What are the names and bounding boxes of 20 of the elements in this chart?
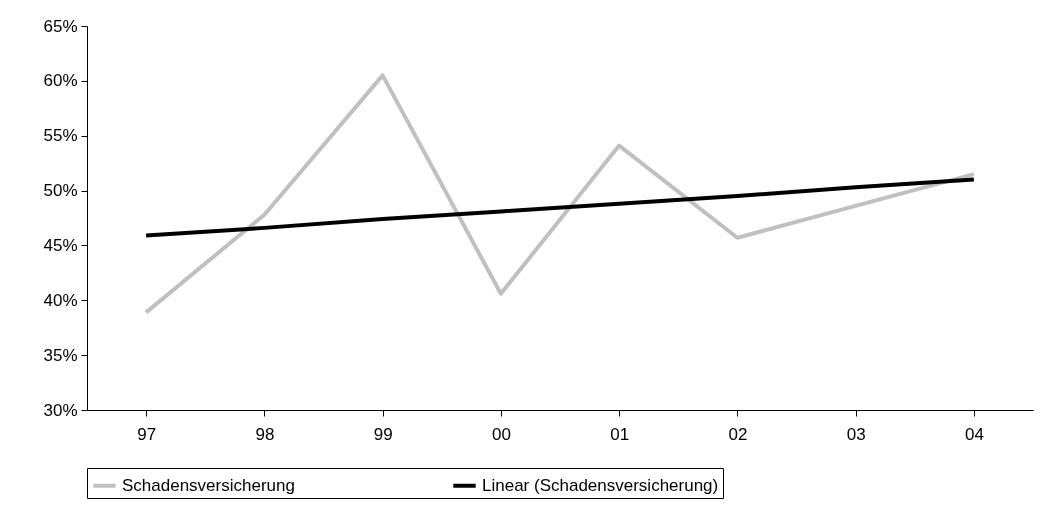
legend-label: Linear (Schadensversicherung) [482,475,719,495]
x-tick-label: 04 [964,424,984,444]
x-tick-label: 98 [255,424,275,444]
x-tick-label: 02 [728,424,748,444]
line-series [144,177,976,238]
y-tick-label: 65% [43,16,78,36]
y-tick-label: 60% [43,71,78,91]
y-tick-label: 35% [43,345,78,365]
y-tick-label: 30% [43,400,78,420]
legend-label: Schadensversicherung [122,475,295,495]
y-tick-label: 40% [43,290,78,310]
line-series [144,73,976,315]
x-tick-label: 01 [610,424,630,444]
x-tick-label: 00 [491,424,511,444]
x-tick-label: 99 [373,424,393,444]
x-tick-label: 97 [137,424,157,444]
y-tick-label: 45% [43,235,78,255]
y-tick-label: 55% [43,126,78,146]
x-tick-label: 03 [846,424,866,444]
y-tick-label: 50% [43,181,78,201]
